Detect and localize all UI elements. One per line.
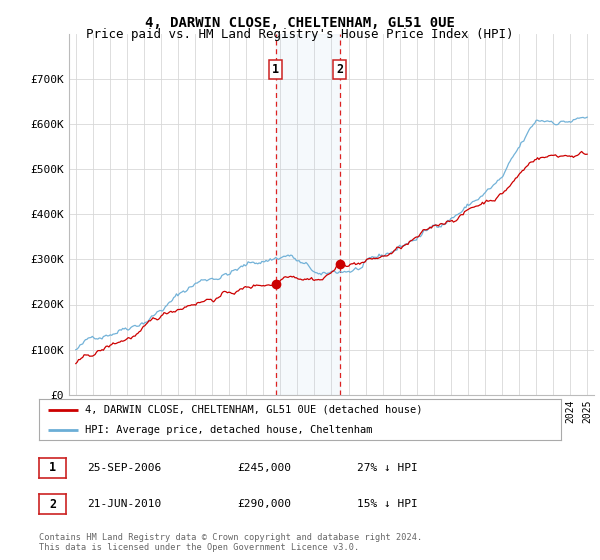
Text: 25-SEP-2006: 25-SEP-2006 xyxy=(87,463,161,473)
Text: HPI: Average price, detached house, Cheltenham: HPI: Average price, detached house, Chel… xyxy=(85,425,373,435)
Text: 1: 1 xyxy=(49,461,56,474)
Text: 4, DARWIN CLOSE, CHELTENHAM, GL51 0UE: 4, DARWIN CLOSE, CHELTENHAM, GL51 0UE xyxy=(145,16,455,30)
Bar xyxy=(276,34,340,395)
Text: 4, DARWIN CLOSE, CHELTENHAM, GL51 0UE (detached house): 4, DARWIN CLOSE, CHELTENHAM, GL51 0UE (d… xyxy=(85,405,422,415)
Text: £290,000: £290,000 xyxy=(237,499,291,509)
Text: This data is licensed under the Open Government Licence v3.0.: This data is licensed under the Open Gov… xyxy=(39,543,359,552)
Text: £245,000: £245,000 xyxy=(237,463,291,473)
Text: 15% ↓ HPI: 15% ↓ HPI xyxy=(357,499,418,509)
Text: 2: 2 xyxy=(49,497,56,511)
Text: 21-JUN-2010: 21-JUN-2010 xyxy=(87,499,161,509)
Text: 27% ↓ HPI: 27% ↓ HPI xyxy=(357,463,418,473)
Text: Contains HM Land Registry data © Crown copyright and database right 2024.: Contains HM Land Registry data © Crown c… xyxy=(39,533,422,542)
Text: Price paid vs. HM Land Registry's House Price Index (HPI): Price paid vs. HM Land Registry's House … xyxy=(86,28,514,41)
Text: 2: 2 xyxy=(336,63,343,76)
Text: 1: 1 xyxy=(272,63,280,76)
